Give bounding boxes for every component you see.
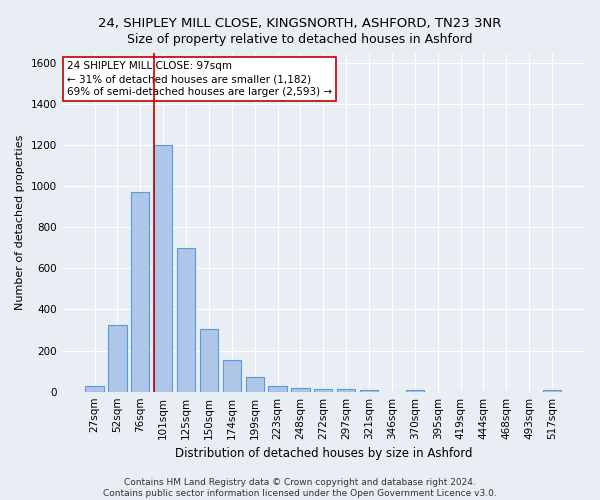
Text: 24 SHIPLEY MILL CLOSE: 97sqm
← 31% of detached houses are smaller (1,182)
69% of: 24 SHIPLEY MILL CLOSE: 97sqm ← 31% of de…: [67, 61, 332, 98]
X-axis label: Distribution of detached houses by size in Ashford: Distribution of detached houses by size …: [175, 447, 472, 460]
Text: Contains HM Land Registry data © Crown copyright and database right 2024.
Contai: Contains HM Land Registry data © Crown c…: [103, 478, 497, 498]
Bar: [131, 192, 149, 392]
Bar: [85, 386, 104, 392]
Bar: [314, 388, 332, 392]
Y-axis label: Number of detached properties: Number of detached properties: [15, 134, 25, 310]
Text: Size of property relative to detached houses in Ashford: Size of property relative to detached ho…: [127, 32, 473, 46]
Bar: [406, 390, 424, 392]
Bar: [177, 248, 195, 392]
Text: 24, SHIPLEY MILL CLOSE, KINGSNORTH, ASHFORD, TN23 3NR: 24, SHIPLEY MILL CLOSE, KINGSNORTH, ASHF…: [98, 18, 502, 30]
Bar: [223, 360, 241, 392]
Bar: [268, 386, 287, 392]
Bar: [109, 325, 127, 392]
Bar: [543, 390, 561, 392]
Bar: [154, 145, 172, 392]
Bar: [337, 388, 355, 392]
Bar: [292, 388, 310, 392]
Bar: [200, 329, 218, 392]
Bar: [360, 390, 378, 392]
Bar: [245, 378, 264, 392]
